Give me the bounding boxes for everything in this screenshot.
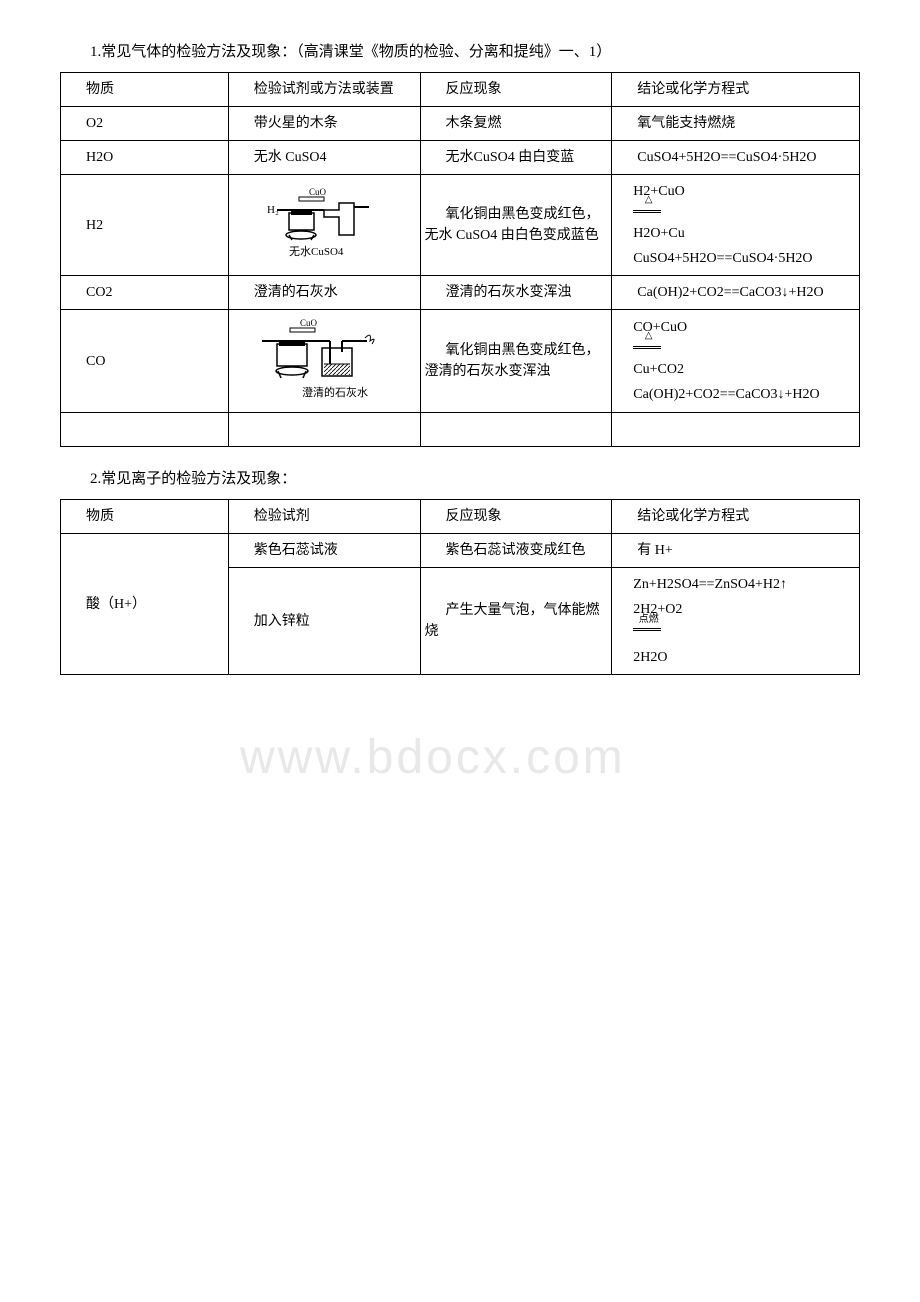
substance-cell: CO2 bbox=[61, 276, 229, 310]
header-conclusion: 结论或化学方程式 bbox=[612, 500, 860, 534]
condition-symbol: 点燃 bbox=[633, 620, 855, 641]
conclusion-cell: CO+CuO △ Cu+CO2 Ca(OH)2+CO2==CaCO3↓+H2O bbox=[612, 310, 860, 413]
phenomenon-cell: 无水CuSO4 由白变蓝 bbox=[420, 141, 612, 175]
table-header-row: 物质 检验试剂 反应现象 结论或化学方程式 bbox=[61, 500, 860, 534]
substance-cell: O2 bbox=[61, 107, 229, 141]
header-substance: 物质 bbox=[61, 500, 229, 534]
heading-2: 2.常见离子的检验方法及现象： bbox=[60, 467, 860, 491]
svg-text:无水CuSO4: 无水CuSO4 bbox=[289, 245, 344, 258]
svg-text:澄清的石灰水: 澄清的石灰水 bbox=[302, 385, 368, 399]
table-row: CO2 澄清的石灰水 澄清的石灰水变浑浊 Ca(OH)2+CO2==CaCO3↓… bbox=[61, 276, 860, 310]
equation-line: H2O+Cu bbox=[633, 223, 855, 244]
header-reagent: 检验试剂或方法或装置 bbox=[228, 73, 420, 107]
conclusion-cell: 有 H+ bbox=[612, 534, 860, 568]
phenomenon-cell: 氧化铜由黑色变成红色，澄清的石灰水变浑浊 bbox=[420, 310, 612, 413]
h2-apparatus-icon: CuO H₂ 无水CuSO4 bbox=[259, 185, 389, 265]
table-row: H2 CuO H₂ 无水CuSO4 氧化铜由 bbox=[61, 175, 860, 276]
header-phenomenon: 反应现象 bbox=[420, 500, 612, 534]
heading-1: 1.常见气体的检验方法及现象：（高清课堂《物质的检验、分离和提纯》一、1） bbox=[60, 40, 860, 64]
phenomenon-cell: 产生大量气泡，气体能燃烧 bbox=[420, 568, 612, 675]
table-row: H2O 无水 CuSO4 无水CuSO4 由白变蓝 CuSO4+5H2O==Cu… bbox=[61, 141, 860, 175]
apparatus-image-cell: CuO H₂ 无水CuSO4 bbox=[228, 175, 420, 276]
header-substance: 物质 bbox=[61, 73, 229, 107]
phenomenon-cell: 紫色石蕊试液变成红色 bbox=[420, 534, 612, 568]
table-empty-row bbox=[61, 413, 860, 447]
ion-detection-table: 物质 检验试剂 反应现象 结论或化学方程式 酸（H+） 紫色石蕊试液 紫色石蕊试… bbox=[60, 499, 860, 675]
empty-cell bbox=[228, 413, 420, 447]
apparatus-image-cell: CuO bbox=[228, 310, 420, 413]
empty-cell bbox=[61, 413, 229, 447]
reagent-cell: 紫色石蕊试液 bbox=[228, 534, 420, 568]
svg-text:CuO: CuO bbox=[300, 318, 318, 328]
header-phenomenon: 反应现象 bbox=[420, 73, 612, 107]
phenomenon-cell: 澄清的石灰水变浑浊 bbox=[420, 276, 612, 310]
table-row: CO CuO bbox=[61, 310, 860, 413]
equation-line: Zn+H2SO4==ZnSO4+H2↑ bbox=[633, 574, 855, 595]
phenomenon-cell: 木条复燃 bbox=[420, 107, 612, 141]
conclusion-cell: CuSO4+5H2O==CuSO4·5H2O bbox=[612, 141, 860, 175]
svg-text:CuO: CuO bbox=[309, 187, 327, 197]
equation-line: CuSO4+5H2O==CuSO4·5H2O bbox=[633, 248, 855, 269]
watermark-text: www.bdocx.com bbox=[240, 720, 626, 797]
conclusion-cell: 氧气能支持燃烧 bbox=[612, 107, 860, 141]
co-apparatus-icon: CuO bbox=[252, 316, 397, 406]
reagent-cell: 无水 CuSO4 bbox=[228, 141, 420, 175]
equation-line: CO+CuO bbox=[633, 317, 855, 338]
equation-line: Ca(OH)2+CO2==CaCO3↓+H2O bbox=[633, 384, 855, 405]
header-conclusion: 结论或化学方程式 bbox=[612, 73, 860, 107]
table-row: 酸（H+） 紫色石蕊试液 紫色石蕊试液变成红色 有 H+ bbox=[61, 534, 860, 568]
substance-cell: 酸（H+） bbox=[61, 534, 229, 675]
reagent-cell: 带火星的木条 bbox=[228, 107, 420, 141]
empty-cell bbox=[420, 413, 612, 447]
conclusion-cell: H2+CuO △ H2O+Cu CuSO4+5H2O==CuSO4·5H2O bbox=[612, 175, 860, 276]
reagent-cell: 加入锌粒 bbox=[228, 568, 420, 675]
substance-cell: H2 bbox=[61, 175, 229, 276]
table-header-row: 物质 检验试剂或方法或装置 反应现象 结论或化学方程式 bbox=[61, 73, 860, 107]
equation-line: 2H2+O2 bbox=[633, 599, 855, 620]
substance-cell: H2O bbox=[61, 141, 229, 175]
equation-line: H2+CuO bbox=[633, 181, 855, 202]
empty-cell bbox=[612, 413, 860, 447]
conclusion-cell: Ca(OH)2+CO2==CaCO3↓+H2O bbox=[612, 276, 860, 310]
substance-cell: CO bbox=[61, 310, 229, 413]
conclusion-cell: Zn+H2SO4==ZnSO4+H2↑ 2H2+O2 点燃 2H2O bbox=[612, 568, 860, 675]
gas-detection-table: 物质 检验试剂或方法或装置 反应现象 结论或化学方程式 O2 带火星的木条 木条… bbox=[60, 72, 860, 447]
equation-line: Cu+CO2 bbox=[633, 359, 855, 380]
condition-symbol: △ bbox=[633, 202, 855, 223]
reagent-cell: 澄清的石灰水 bbox=[228, 276, 420, 310]
header-reagent: 检验试剂 bbox=[228, 500, 420, 534]
equation-line: 2H2O bbox=[633, 647, 855, 668]
condition-symbol: △ bbox=[633, 338, 855, 359]
table-row: O2 带火星的木条 木条复燃 氧气能支持燃烧 bbox=[61, 107, 860, 141]
phenomenon-cell: 氧化铜由黑色变成红色，无水 CuSO4 由白色变成蓝色 bbox=[420, 175, 612, 276]
